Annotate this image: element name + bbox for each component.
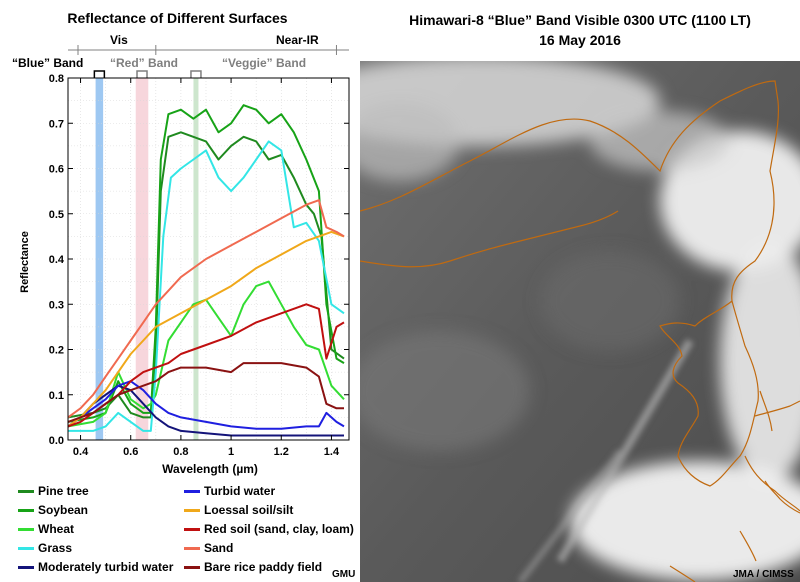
y-tick-label: 0.5 <box>49 209 64 221</box>
series-lines <box>67 104 345 437</box>
y-tick-label: 0.0 <box>49 435 64 447</box>
x-tick-label: 0.4 <box>73 446 89 458</box>
legend-swatch <box>184 547 200 550</box>
credit-gmu: GMU <box>332 569 356 580</box>
legend-label: Turbid water <box>204 484 276 498</box>
legend-label: Pine tree <box>38 484 89 498</box>
credit-jma-cimss: JMA / CIMSS <box>733 569 794 580</box>
y-tick-label: 0.3 <box>49 299 64 311</box>
band-highlight-1 <box>135 78 149 440</box>
series-line-turbid-water <box>67 380 345 430</box>
reflectance-chart: 0.0 0.1 0.2 0.3 0.4 0.5 0.6 0.7 0.8 0.4 0.6 0.8 1 1.2… <box>19 45 350 476</box>
legend-label: Loessal soil/silt <box>204 503 294 517</box>
band-bracket-1 <box>136 70 148 78</box>
legend-label: Red soil (sand, clay, loam) <box>204 522 354 536</box>
legend-label: Moderately turbid water <box>38 560 174 574</box>
grid <box>68 78 349 440</box>
series-line-sand <box>67 199 345 419</box>
legend-label: Soybean <box>38 503 89 517</box>
region-label-nir: Near-IR <box>276 33 319 47</box>
band-label-red: “Red” Band <box>110 56 179 70</box>
legend-swatch <box>184 566 200 569</box>
cloud-streaks <box>517 338 694 582</box>
series-line-moderately-turbid-water <box>67 384 344 437</box>
legend-swatch <box>184 509 200 512</box>
y-tick-label: 0.6 <box>49 164 64 176</box>
x-tick-label: 1.4 <box>324 446 340 458</box>
band-highlight-0 <box>95 78 104 440</box>
x-tick-label: 0.8 <box>173 446 188 458</box>
legend-swatch <box>18 566 34 569</box>
y-tick-label: 0.4 <box>49 254 65 266</box>
series-line-loessal-soil-silt <box>67 230 345 428</box>
x-tick-label: 0.6 <box>123 446 138 458</box>
band-bracket-0 <box>93 70 106 78</box>
satellite-title-line1: Himawari-8 “Blue” Band Visible 0300 UTC … <box>409 12 751 28</box>
satellite-title: Himawari-8 “Blue” Band Visible 0300 UTC … <box>360 10 800 50</box>
region-bracket <box>68 45 349 78</box>
band-label-blue: “Blue” Band <box>12 56 84 70</box>
legend-label: Wheat <box>38 522 74 536</box>
series-line-bare-rice-paddy-field <box>67 362 344 423</box>
chart-title: Reflectance of Different Surfaces <box>67 10 288 26</box>
x-axis-label: Wavelength (µm) <box>162 462 258 476</box>
series-line-soybean <box>67 104 345 423</box>
band-highlight-2 <box>193 78 199 440</box>
satellite-title-line2: 16 May 2016 <box>539 32 621 48</box>
legend-label: Grass <box>38 541 73 555</box>
legend-label: Sand <box>204 541 234 555</box>
band-label-veggie: “Veggie” Band <box>222 56 307 70</box>
cloud-cover <box>360 61 800 581</box>
y-tick-label: 0.8 <box>49 73 64 85</box>
legend-swatch <box>184 528 200 531</box>
axes: 0.0 0.1 0.2 0.3 0.4 0.5 0.6 0.7 0.8 0.4 0.6 0.8 1 1.2… <box>49 73 349 458</box>
series-line-pine-tree <box>67 131 345 419</box>
legend-label: Bare rice paddy field <box>204 560 323 574</box>
y-tick-label: 0.1 <box>49 390 64 402</box>
y-axis-label: Reflectance <box>19 231 31 293</box>
legend-swatch <box>18 547 34 550</box>
y-tick-label: 0.7 <box>49 118 64 130</box>
band-highlights <box>95 78 199 440</box>
legend-swatch <box>18 528 34 531</box>
x-tick-label: 1 <box>228 446 234 458</box>
legend-swatch <box>18 490 34 493</box>
legend-swatch <box>18 509 34 512</box>
legend-swatch <box>184 490 200 493</box>
x-tick-label: 1.2 <box>274 446 289 458</box>
coastline-borders <box>360 80 800 582</box>
satellite-image <box>360 61 800 582</box>
region-label-vis: Vis <box>110 33 128 47</box>
y-tick-label: 0.2 <box>49 345 64 357</box>
series-line-grass <box>68 140 345 432</box>
band-bracket-2 <box>190 70 202 78</box>
